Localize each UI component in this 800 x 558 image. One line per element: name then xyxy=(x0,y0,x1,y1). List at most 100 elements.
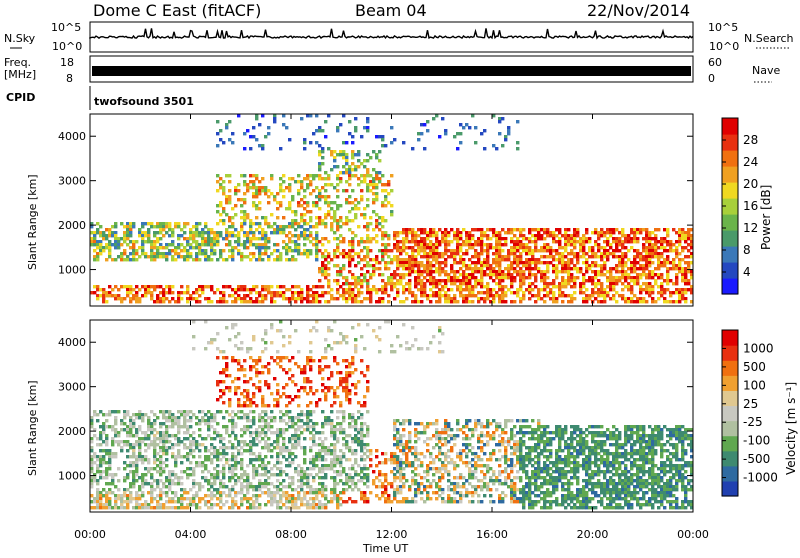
velocity-cell xyxy=(249,425,252,428)
velocity-cell xyxy=(147,422,150,425)
velocity-cell xyxy=(315,464,318,467)
power-cell xyxy=(219,291,222,294)
velocity-cell xyxy=(291,458,294,461)
velocity-cell xyxy=(300,368,303,371)
power-cell xyxy=(510,285,513,288)
power-cell xyxy=(174,225,177,228)
power-cell xyxy=(474,243,477,246)
power-cell xyxy=(561,252,564,255)
power-cell xyxy=(201,237,204,240)
power-cell xyxy=(600,246,603,249)
power-cell xyxy=(99,225,102,228)
velocity-cell xyxy=(330,461,333,464)
velocity-cell xyxy=(306,419,309,422)
velocity-cell xyxy=(309,431,312,434)
power-cell xyxy=(465,267,468,270)
velocity-cell xyxy=(273,419,276,422)
velocity-cell xyxy=(123,467,126,470)
power-cell xyxy=(348,219,351,222)
power-cell xyxy=(498,300,501,303)
power-cell xyxy=(195,246,198,249)
power-cell xyxy=(369,189,372,192)
power-cell xyxy=(222,291,225,294)
velocity-cell xyxy=(264,440,267,443)
power-cell xyxy=(126,294,129,297)
velocity-cell xyxy=(252,488,255,491)
power-cell xyxy=(207,240,210,243)
velocity-cell xyxy=(297,350,300,353)
velocity-cell xyxy=(294,455,297,458)
velocity-cell xyxy=(270,503,273,506)
power-cell xyxy=(651,255,654,258)
power-cell xyxy=(414,237,417,240)
power-cell xyxy=(393,273,396,276)
velocity-cell xyxy=(153,428,156,431)
power-cell xyxy=(519,255,522,258)
power-cell xyxy=(444,249,447,252)
power-cell xyxy=(114,297,117,300)
velocity-cell xyxy=(267,437,270,440)
velocity-cell xyxy=(237,404,240,407)
power-cell xyxy=(522,270,525,273)
velocity-cell xyxy=(300,503,303,506)
velocity-cell xyxy=(204,464,207,467)
velocity-cell xyxy=(105,500,108,503)
velocity-cell xyxy=(174,422,177,425)
power-cell xyxy=(402,258,405,261)
velocity-cell xyxy=(324,488,327,491)
velocity-cell xyxy=(93,506,96,509)
velocity-cell xyxy=(102,461,105,464)
power-cell xyxy=(318,177,321,180)
power-cell xyxy=(402,249,405,252)
power-cell xyxy=(219,138,222,141)
power-cell xyxy=(552,240,555,243)
power-cell xyxy=(501,300,504,303)
power-cell xyxy=(648,264,651,267)
velocity-cell xyxy=(207,422,210,425)
power-cell xyxy=(237,231,240,234)
power-cell xyxy=(681,273,684,276)
velocity-cell xyxy=(246,464,249,467)
velocity-cell xyxy=(300,431,303,434)
power-cell xyxy=(579,282,582,285)
power-cell xyxy=(330,225,333,228)
power-cell xyxy=(279,186,282,189)
velocity-cell xyxy=(267,449,270,452)
velocity-cell xyxy=(108,488,111,491)
power-cell xyxy=(255,138,258,141)
power-cell xyxy=(666,231,669,234)
power-cell xyxy=(564,243,567,246)
velocity-cell xyxy=(96,482,99,485)
nsearch-label: N.Search xyxy=(744,32,794,45)
velocity-cell xyxy=(255,506,258,509)
power-cell xyxy=(228,189,231,192)
power-cell xyxy=(597,288,600,291)
power-cell xyxy=(333,252,336,255)
power-cell xyxy=(150,246,153,249)
velocity-cell xyxy=(198,410,201,413)
power-cell xyxy=(462,270,465,273)
power-cell xyxy=(480,282,483,285)
power-cell xyxy=(579,291,582,294)
power-cell xyxy=(294,246,297,249)
velocity-cell xyxy=(108,467,111,470)
velocity-cell xyxy=(216,380,219,383)
power-cell xyxy=(564,285,567,288)
power-cell xyxy=(354,252,357,255)
power-cell xyxy=(252,201,255,204)
velocity-cell xyxy=(165,449,168,452)
velocity-cell xyxy=(114,506,117,509)
power-cell xyxy=(258,189,261,192)
velocity-cell xyxy=(273,416,276,419)
power-cell xyxy=(204,249,207,252)
velocity-cell xyxy=(273,491,276,494)
power-cell xyxy=(516,240,519,243)
power-cell xyxy=(147,228,150,231)
velocity-cell xyxy=(153,458,156,461)
power-cell xyxy=(402,231,405,234)
velocity-cell xyxy=(99,425,102,428)
velocity-cell xyxy=(234,455,237,458)
power-cell xyxy=(387,255,390,258)
power-cell xyxy=(630,297,633,300)
